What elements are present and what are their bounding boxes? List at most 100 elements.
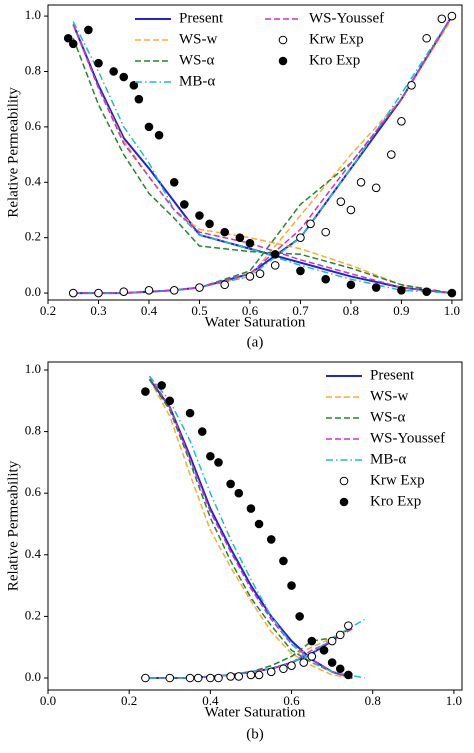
data-point (254, 519, 264, 529)
x-tick-label: 0.0 (40, 693, 56, 708)
data-point (307, 636, 317, 646)
data-point (68, 288, 78, 298)
y-tick-label: 0.8 (25, 62, 41, 77)
data-point (144, 286, 154, 295)
y-tick-label: 0.6 (25, 118, 42, 133)
data-point (296, 266, 305, 276)
line (72, 24, 452, 294)
data-point (422, 33, 431, 43)
x-tick-label: 0.9 (393, 303, 409, 318)
data-point (255, 269, 265, 278)
legend-label: WS-Youssef (370, 430, 445, 446)
data-point (109, 67, 118, 76)
data-point (327, 658, 337, 667)
data-point (254, 670, 264, 680)
data-point (447, 11, 457, 21)
caption: (b) (246, 726, 264, 742)
data-point (220, 227, 230, 237)
x-tick-label: 0.4 (202, 693, 219, 708)
legend-marker (278, 35, 288, 45)
data-point (220, 280, 230, 290)
data-point (206, 673, 215, 683)
data-point (206, 451, 215, 461)
legend-label: WS-Youssef (309, 10, 384, 26)
data-point (94, 58, 103, 68)
data-point (84, 25, 93, 35)
data-point (246, 504, 256, 513)
data-point (335, 630, 345, 640)
line (72, 37, 453, 294)
data-point (94, 288, 103, 298)
legend-label: WS-w (370, 388, 408, 404)
y-tick-label: 0.0 (25, 669, 41, 684)
x-tick-label: 1.0 (444, 303, 460, 318)
data-point (195, 283, 204, 292)
data-point (422, 287, 431, 296)
legend-label: WS-α (370, 409, 405, 425)
data-point (197, 427, 207, 436)
x-tick-label: 0.6 (283, 693, 300, 708)
line (148, 378, 353, 679)
legend-label: Present (370, 367, 415, 383)
data-point (356, 177, 366, 187)
data-point (307, 652, 317, 661)
data-point (193, 673, 203, 683)
line (148, 378, 353, 679)
data-point (437, 14, 447, 24)
legend-label: WS-α (179, 52, 214, 68)
plot-area (141, 375, 365, 683)
x-tick-label: 0.7 (292, 303, 309, 318)
axes-frame (47, 4, 463, 301)
data-point (287, 661, 296, 670)
data-point (397, 286, 406, 295)
y-tick-label: 0.8 (25, 423, 41, 438)
data-point (169, 286, 179, 295)
data-point (214, 673, 223, 683)
caption: (a) (247, 334, 264, 350)
data-point (234, 488, 244, 498)
y-tick-label: 0.6 (25, 484, 42, 499)
line (148, 378, 353, 679)
legend-marker (339, 476, 349, 486)
y-tick-label: 0.2 (25, 607, 41, 622)
data-point (270, 261, 280, 270)
y-tick-label: 0.2 (25, 229, 41, 244)
x-tick-label: 1.0 (446, 693, 462, 708)
data-point (141, 673, 150, 683)
data-point (119, 287, 129, 296)
data-point (245, 272, 255, 281)
data-point (129, 81, 139, 90)
x-tick-label: 0.4 (141, 303, 158, 318)
line (72, 21, 452, 294)
data-point (344, 621, 353, 630)
data-point (195, 211, 204, 220)
data-point (306, 219, 315, 229)
data-point (295, 612, 304, 621)
data-point (327, 636, 337, 646)
x-tick-label: 0.2 (121, 693, 137, 708)
data-point (270, 249, 280, 259)
x-tick-label: 0.3 (90, 303, 106, 318)
x-axis-label: Water Saturation (205, 704, 306, 720)
data-point (154, 130, 164, 140)
data-point (279, 556, 288, 566)
axes-frame (47, 361, 463, 691)
data-point (279, 664, 288, 674)
data-point (119, 72, 129, 82)
y-tick-label: 0.4 (25, 173, 42, 188)
data-point (245, 238, 255, 248)
data-point (336, 197, 346, 206)
x-tick-label: 0.6 (242, 303, 259, 318)
legend-label: Krw Exp (309, 31, 364, 47)
data-point (205, 219, 214, 229)
y-axis-label: Relative Permeability (5, 460, 21, 591)
x-tick-label: 0.8 (365, 693, 381, 708)
y-tick-label: 1.0 (25, 361, 41, 376)
line (148, 375, 365, 679)
data-point (387, 150, 396, 159)
y-axis-label: Relative Permeability (5, 87, 21, 218)
data-point (214, 458, 223, 467)
data-point (180, 200, 189, 209)
data-point (246, 670, 256, 680)
data-point (344, 670, 353, 680)
